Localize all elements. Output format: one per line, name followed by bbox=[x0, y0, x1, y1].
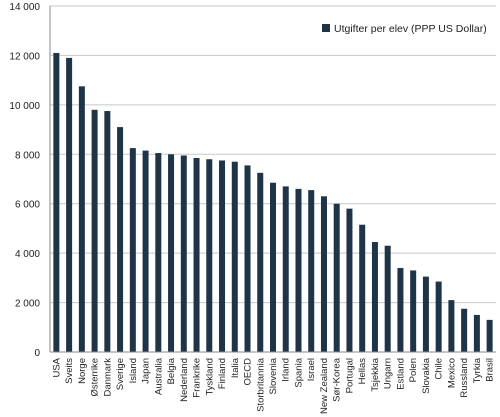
bar bbox=[384, 245, 391, 352]
x-tick-label: Mexico bbox=[446, 358, 457, 388]
y-tick-label: 6 000 bbox=[15, 200, 40, 211]
x-tick-label: Irland bbox=[281, 358, 292, 382]
bar bbox=[422, 276, 429, 352]
bar bbox=[66, 57, 73, 353]
x-tick-label: Polen bbox=[408, 358, 419, 382]
x-tick-label: Portugal bbox=[344, 358, 355, 393]
y-tick-label: 2 000 bbox=[15, 299, 40, 310]
y-axis: 0 2 000 4 000 6 000 8 000 10 000 12 000 14 000 bbox=[9, 2, 51, 359]
bar bbox=[91, 109, 98, 352]
x-tick-label: Australia bbox=[153, 357, 164, 395]
x-tick-label: Østerrike bbox=[90, 358, 101, 397]
bar bbox=[295, 188, 302, 352]
x-tick-label: Finland bbox=[217, 358, 228, 389]
x-tick-label: Island bbox=[128, 358, 139, 383]
bar bbox=[333, 203, 340, 352]
x-tick-label: Frankrike bbox=[192, 358, 203, 398]
bar bbox=[473, 314, 480, 352]
y-tick-label: 14 000 bbox=[9, 2, 40, 13]
bar bbox=[435, 281, 442, 352]
x-tick-label: Japan bbox=[141, 358, 152, 384]
bar bbox=[371, 242, 378, 352]
x-tick-label: Storbritannia bbox=[255, 357, 266, 412]
x-tick-label: Tyskland bbox=[204, 358, 215, 396]
bar bbox=[320, 196, 327, 352]
x-tick-label: Tyrkia bbox=[472, 357, 483, 383]
x-tick-label: Sør-Korea bbox=[332, 357, 343, 402]
x-tick-label: Ungarn bbox=[383, 358, 394, 389]
bar bbox=[270, 182, 276, 352]
x-tick-label: Estland bbox=[395, 358, 406, 390]
x-tick-label: OECD bbox=[243, 358, 254, 386]
bar bbox=[448, 300, 455, 352]
bar bbox=[155, 153, 162, 352]
x-tick-label: Sveits bbox=[64, 358, 75, 384]
bar bbox=[257, 172, 264, 352]
legend: Utgifter per elev (PPP US Dollar) bbox=[322, 23, 487, 35]
bars bbox=[53, 52, 493, 353]
bar bbox=[219, 160, 226, 352]
bar bbox=[244, 165, 251, 352]
y-tick-label: 10 000 bbox=[9, 101, 40, 112]
bar bbox=[193, 157, 200, 352]
bar bbox=[461, 308, 468, 352]
bar bbox=[78, 86, 85, 353]
x-tick-label: Nederland bbox=[179, 358, 190, 402]
bar bbox=[180, 155, 187, 352]
bar bbox=[410, 270, 417, 352]
x-tick-label: Italia bbox=[230, 357, 241, 378]
bar bbox=[359, 224, 366, 352]
bar bbox=[142, 150, 149, 352]
y-tick-label: 4 000 bbox=[15, 249, 40, 260]
y-tick-label: 0 bbox=[34, 348, 40, 359]
x-tick-label: Slovenia bbox=[268, 357, 279, 394]
bar bbox=[53, 52, 60, 352]
x-tick-label: USA bbox=[51, 357, 62, 377]
x-tick-label: Slovakia bbox=[421, 357, 432, 394]
x-tick-label: Norge bbox=[77, 358, 88, 384]
bar bbox=[346, 208, 353, 352]
x-tick-label: Israel bbox=[306, 358, 317, 381]
bar bbox=[486, 319, 493, 352]
bar bbox=[397, 267, 404, 352]
x-tick-label: Sverige bbox=[115, 358, 126, 390]
x-tick-label: Chile bbox=[434, 358, 445, 380]
x-tick-label: Tsjekkia bbox=[370, 357, 381, 392]
x-axis: USA Sveits Norge Østerrike Danmark Sverige Isl… bbox=[50, 351, 496, 414]
bar bbox=[308, 190, 315, 352]
bar bbox=[129, 148, 136, 352]
y-tick-label: 12 000 bbox=[9, 51, 40, 62]
x-tick-label: Brasil bbox=[485, 358, 496, 382]
x-tick-label: Hellas bbox=[357, 358, 368, 385]
x-tick-label: New Zealand bbox=[319, 358, 330, 414]
y-tick-label: 8 000 bbox=[15, 150, 40, 161]
bar bbox=[231, 161, 238, 352]
bar bbox=[117, 127, 124, 352]
x-tick-label: Spania bbox=[293, 357, 304, 387]
bar bbox=[206, 159, 213, 352]
x-tick-label: Danmark bbox=[102, 358, 113, 397]
legend-label: Utgifter per elev (PPP US Dollar) bbox=[334, 23, 487, 35]
x-tick-label: Belgia bbox=[166, 357, 177, 384]
legend-swatch bbox=[322, 24, 330, 32]
bar bbox=[104, 111, 111, 353]
bar bbox=[168, 154, 175, 352]
x-tick-label: Russland bbox=[459, 358, 470, 398]
bar bbox=[282, 186, 289, 352]
